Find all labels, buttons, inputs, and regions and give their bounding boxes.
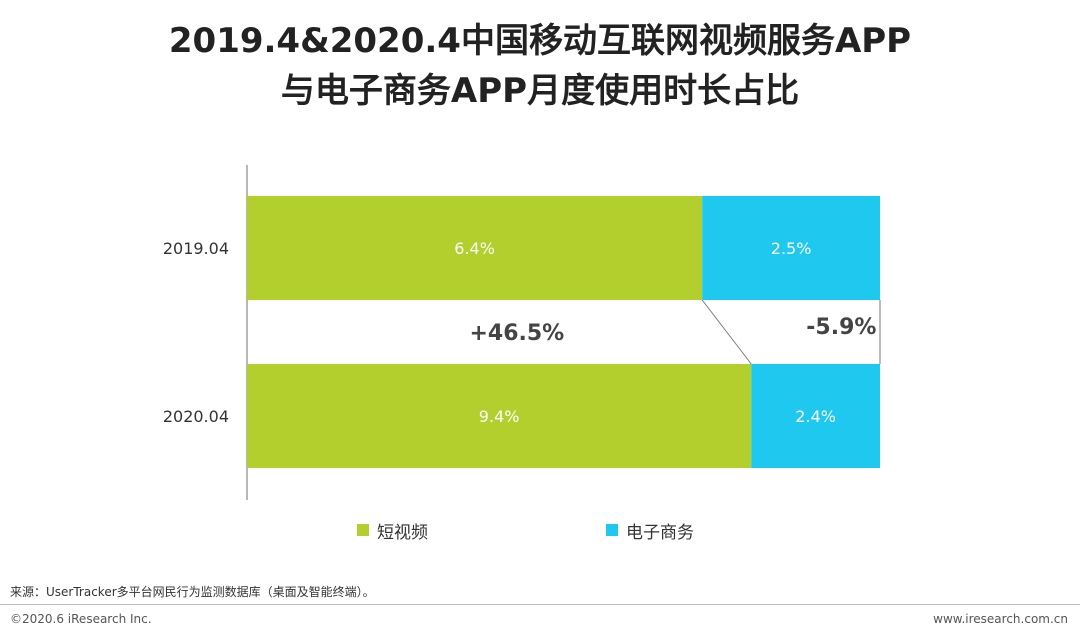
website-link[interactable]: www.iresearch.com.cn	[933, 612, 1068, 626]
bar-ecommerce-2019.04	[702, 196, 880, 300]
source-note: 来源：UserTracker多平台网民行为监测数据库（桌面及智能终端）。	[10, 585, 375, 599]
bar-short-video-2020.04	[247, 364, 752, 468]
legend-label-ecommerce: 电子商务	[626, 522, 694, 543]
growth-annotation-short-video: +46.5%	[469, 321, 564, 346]
legend-item-ecommerce: 电子商务	[606, 519, 694, 543]
data-label-ecommerce-2019.04: 2.5%	[771, 239, 812, 258]
data-label-short-video-2020.04: 9.4%	[479, 407, 520, 426]
legend-swatch-short-video	[357, 524, 369, 536]
legend-item-short-video: 短视频	[357, 519, 428, 543]
bar-ecommerce-2020.04	[751, 364, 880, 468]
growth-annotation-ecommerce: -5.9%	[806, 315, 876, 340]
data-label-ecommerce-2020.04: 2.4%	[795, 407, 836, 426]
chart-title-line-2: 与电子商务APP月度使用时长占比	[280, 71, 800, 111]
connector-line-short-video	[701, 299, 752, 365]
data-label-short-video-2019.04: 6.4%	[454, 239, 495, 258]
bar-short-video-2019.04	[247, 196, 703, 300]
chart-title-line-1: 2019.4&2020.4中国移动互联网视频服务APP	[168, 21, 912, 61]
footer-divider	[0, 604, 1080, 605]
category-label-2020.04: 2020.04	[163, 407, 229, 426]
chart-title: 2019.4&2020.4中国移动互联网视频服务APP 与电子商务APP月度使用…	[0, 16, 1080, 116]
copyright-text: ©2020.6 iResearch Inc.	[10, 612, 152, 626]
legend-swatch-ecommerce	[606, 524, 618, 536]
legend-label-short-video: 短视频	[377, 522, 428, 543]
category-label-2019.04: 2019.04	[163, 239, 229, 258]
